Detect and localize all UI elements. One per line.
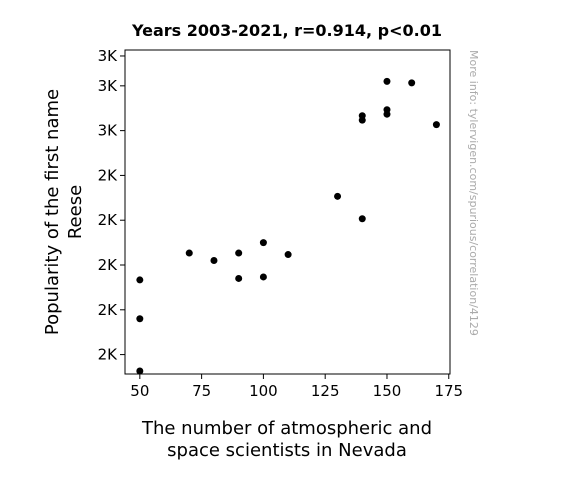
x-axis-label-line-1: The number of atmospheric and (141, 418, 432, 439)
x-tick-label: 100 (249, 382, 278, 400)
data-point (259, 273, 267, 281)
x-tick-label: 50 (130, 382, 149, 400)
x-tick-label: 125 (311, 382, 340, 400)
x-tick-label: 175 (434, 382, 463, 400)
x-tick-label: 150 (373, 382, 402, 400)
plot-area (124, 49, 451, 375)
data-point (358, 215, 366, 223)
data-point (284, 251, 292, 259)
y-tick-label: 2K (98, 166, 119, 184)
data-point (136, 276, 144, 284)
x-tick-label: 75 (192, 382, 211, 400)
source-note: More info: tylervigen.com/spurious/corre… (467, 50, 480, 336)
x-axis-label-line-2: space scientists in Nevada (167, 440, 407, 461)
chart-title: Years 2003-2021, r=0.914, p<0.01 (131, 21, 442, 40)
data-point (136, 315, 144, 323)
y-tick-label: 2K (98, 211, 119, 229)
data-point (136, 367, 144, 375)
data-point (408, 79, 416, 87)
data-point (185, 249, 193, 257)
y-tick-label: 3K (98, 77, 119, 95)
y-tick-label: 2K (98, 301, 119, 319)
data-point (235, 249, 243, 257)
y-axis-label-line-2: Reese (65, 185, 86, 239)
data-point (383, 77, 391, 85)
y-tick-label: 2K (98, 346, 119, 364)
x-axis: 50 75 100 125 150 175 (130, 374, 463, 400)
data-point (259, 239, 267, 247)
data-point (358, 112, 366, 120)
y-axis: 2K 2K 2K 2K 2K 3K 3K 3K (98, 47, 125, 364)
data-point (383, 106, 391, 114)
y-tick-label: 2K (98, 256, 119, 274)
y-tick-label: 3K (98, 47, 119, 65)
data-point (210, 257, 218, 265)
data-points (136, 77, 440, 375)
data-point (432, 121, 440, 129)
data-point (235, 274, 243, 282)
y-tick-label: 3K (98, 122, 119, 140)
data-point (334, 192, 342, 200)
y-axis-label-line-1: Popularity of the first name (42, 89, 63, 335)
